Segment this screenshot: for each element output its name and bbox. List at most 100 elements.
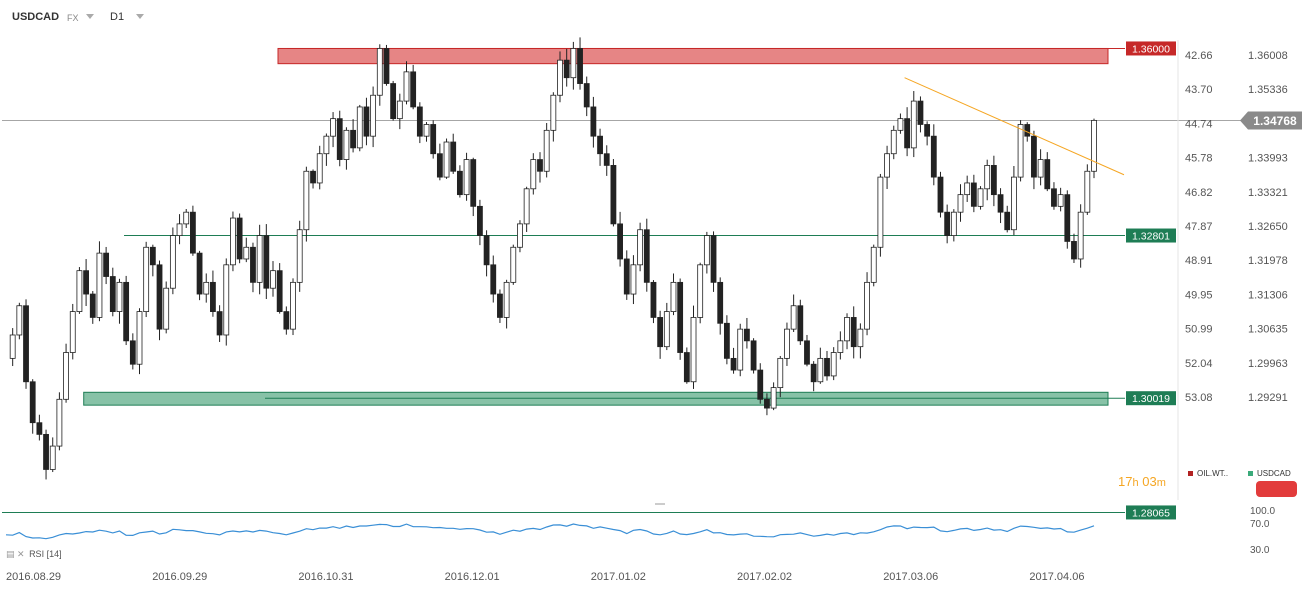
candle-body xyxy=(510,246,517,283)
level-lines xyxy=(2,47,1245,513)
price-tick-label: 1.31978 xyxy=(1248,255,1288,267)
candle-body xyxy=(643,229,650,283)
candle-body xyxy=(383,48,390,84)
trendline-layer xyxy=(904,77,1125,176)
candle-body xyxy=(1024,124,1031,137)
candle-body xyxy=(870,246,877,283)
candle-body xyxy=(610,165,617,225)
candle-body xyxy=(1084,170,1091,213)
price-tick-label: 1.33321 xyxy=(1248,187,1288,199)
legend-oil[interactable]: OIL.WT.. xyxy=(1188,469,1228,478)
time-axis: 2016.08.29 2016.09.29 2016.10.31 2016.12.01… xyxy=(6,571,1084,583)
time-tick-label: 2017.03.06 xyxy=(883,571,938,583)
rsi-line xyxy=(5,523,1095,540)
candle-body xyxy=(817,357,824,383)
candle-body xyxy=(1077,211,1084,260)
candle-body xyxy=(910,100,917,149)
candle-body xyxy=(590,106,597,137)
candle-body xyxy=(537,159,543,172)
candle-body xyxy=(89,293,96,318)
candle-body xyxy=(49,445,56,470)
market-label: FX xyxy=(67,13,79,23)
candle-body xyxy=(230,217,236,266)
candle-body xyxy=(156,264,163,330)
price-tick-label: 1.33993 xyxy=(1248,153,1288,165)
alert-button[interactable] xyxy=(1256,481,1297,497)
legend-usdcad[interactable]: USDCAD xyxy=(1248,469,1291,478)
candle-body xyxy=(757,369,764,400)
candle-body xyxy=(877,176,884,248)
candle-body xyxy=(597,135,603,155)
candle-body xyxy=(997,194,1004,213)
candle-body xyxy=(984,165,991,190)
candle-body xyxy=(96,252,103,318)
price-tick-label: 1.32650 xyxy=(1248,221,1288,233)
candle-body xyxy=(990,165,997,196)
candle-body xyxy=(690,317,697,383)
candle-body xyxy=(443,141,450,178)
candle-body xyxy=(256,235,263,283)
oil-tick-label: 53.08 xyxy=(1185,392,1213,404)
candle-body xyxy=(1031,135,1037,178)
candle-body xyxy=(450,141,457,172)
candle-body xyxy=(103,252,110,277)
candle-body xyxy=(784,328,790,359)
candle-body xyxy=(543,129,550,172)
candle-body xyxy=(563,59,570,79)
candle-body xyxy=(316,153,323,184)
candle-body xyxy=(844,317,850,342)
candle-body xyxy=(210,281,216,312)
candle-body xyxy=(196,252,203,295)
level-label-support: 1.30019 xyxy=(1132,393,1170,405)
candle-body xyxy=(290,281,296,330)
candle-body xyxy=(56,398,63,447)
candle-body xyxy=(250,246,256,283)
indicator-settings-icon[interactable]: ▤ ✕ xyxy=(6,549,25,559)
timeframe-label[interactable]: D1 xyxy=(110,11,125,23)
candle-body xyxy=(390,83,397,120)
candle-body xyxy=(1044,159,1051,190)
symbol-label[interactable]: USDCAD xyxy=(12,11,60,23)
candle-body xyxy=(9,334,16,359)
candle-body xyxy=(670,281,677,312)
candle-body xyxy=(890,129,897,155)
candle-body xyxy=(964,182,971,196)
candle-body xyxy=(503,281,510,318)
candle-body xyxy=(310,170,316,184)
zones-layer xyxy=(83,47,1109,406)
price-tick-label: 1.29963 xyxy=(1248,358,1288,370)
candle-body xyxy=(804,340,810,365)
candle-body xyxy=(677,281,684,353)
candle-body xyxy=(23,305,29,383)
time-tick-label: 2016.08.29 xyxy=(6,571,61,583)
market-dropdown-icon[interactable] xyxy=(86,14,94,19)
time-tick-label: 2016.09.29 xyxy=(152,571,207,583)
candle-body xyxy=(176,223,183,236)
candle-body xyxy=(917,100,924,125)
price-tick-label: 1.30635 xyxy=(1248,324,1288,336)
candle-body xyxy=(423,124,430,137)
candle-body xyxy=(764,398,770,409)
level-label-support-bg xyxy=(1126,391,1176,406)
price-tick-label: 1.36008 xyxy=(1248,50,1288,62)
candle-body xyxy=(43,433,49,470)
time-tick-label: 2016.12.01 xyxy=(445,571,500,583)
candle-body xyxy=(683,352,690,383)
rsi-label[interactable]: ▤ ✕ RSI [14] xyxy=(6,549,62,559)
candle-body xyxy=(129,340,136,365)
timeframe-dropdown-icon[interactable] xyxy=(136,14,144,19)
candle-body xyxy=(363,106,370,137)
candle-body xyxy=(416,106,423,137)
candle-body xyxy=(710,235,717,283)
candle-body xyxy=(837,340,844,353)
candle-body xyxy=(777,357,784,389)
candle-body xyxy=(350,129,356,149)
candle-body xyxy=(850,317,857,348)
candle-body xyxy=(797,305,804,342)
candle-body xyxy=(703,235,710,266)
candle-body xyxy=(937,176,944,213)
candle-body xyxy=(356,106,363,149)
candle-body xyxy=(550,94,557,131)
candle-body xyxy=(270,270,276,289)
